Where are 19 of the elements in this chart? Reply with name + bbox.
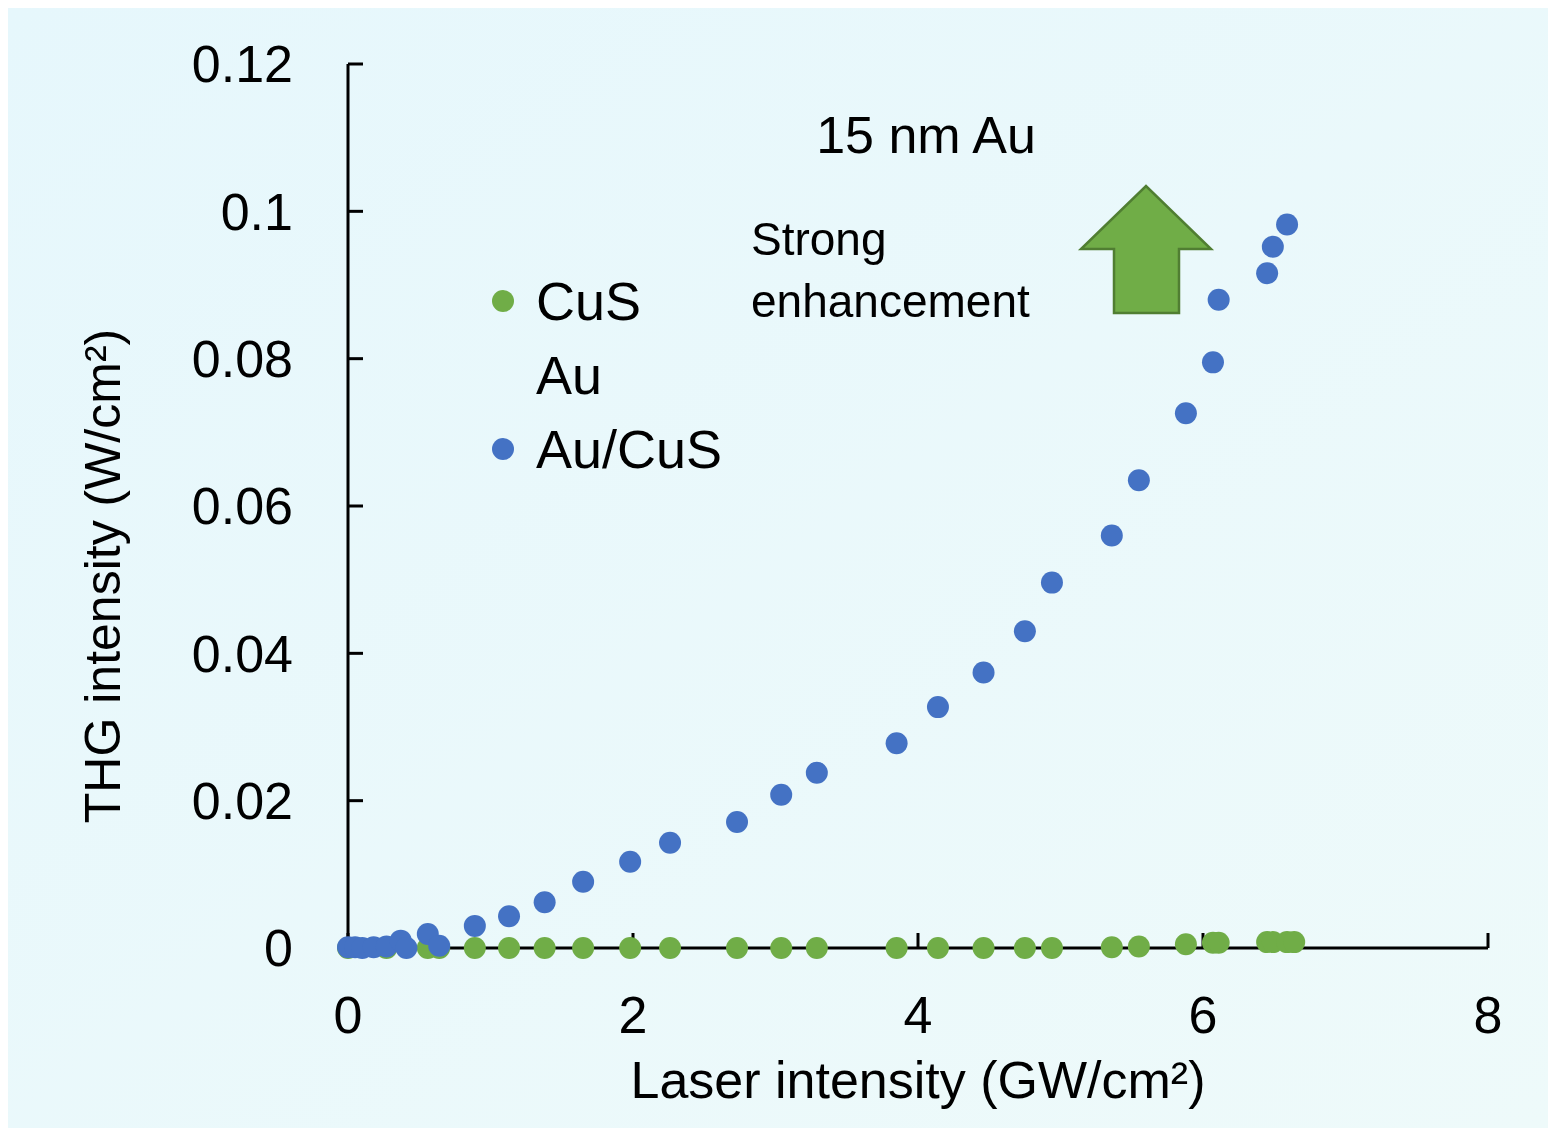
y-tick-label: 0.12 — [191, 35, 293, 94]
x-tick-label: 0 — [333, 986, 363, 1044]
y-axis-title: THG intensity (W/cm²) — [75, 328, 131, 824]
legend-label: Au/CuS — [536, 418, 723, 479]
y-tick-label: 0.04 — [191, 624, 293, 683]
x-tick-label: 2 — [618, 986, 648, 1044]
x-tick-label: 8 — [1473, 986, 1503, 1044]
y-tick-label: 0.08 — [191, 329, 293, 388]
annotation: Strong enhancement — [751, 213, 1030, 327]
y-tick-label: 0.02 — [191, 771, 293, 830]
y-tick-label: 0.06 — [191, 477, 293, 536]
annotation: Au — [536, 344, 603, 405]
x-tick-label: 4 — [903, 986, 933, 1044]
x-tick-label: 6 — [1188, 986, 1218, 1044]
annotation: 15 nm Au — [816, 106, 1036, 164]
x-axis-title: Laser intensity (GW/cm²) — [630, 1051, 1206, 1109]
legend-label: CuS — [536, 270, 642, 331]
y-tick-label: 0.1 — [220, 182, 293, 241]
y-tick-label: 0 — [264, 919, 293, 978]
